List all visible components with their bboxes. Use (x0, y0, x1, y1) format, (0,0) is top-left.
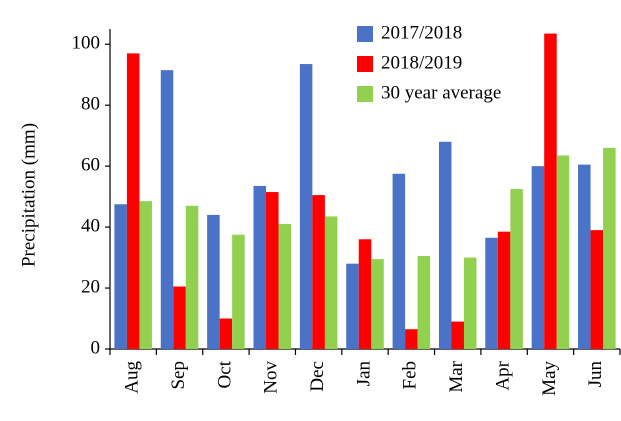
bar (531, 166, 545, 349)
x-tick-label: Mar (446, 360, 467, 392)
y-tick-label: 0 (91, 337, 101, 358)
bar (346, 263, 359, 349)
bar (590, 230, 604, 349)
y-tick-label: 40 (81, 215, 100, 236)
bar (207, 214, 220, 349)
bar (556, 155, 570, 349)
bar (497, 231, 511, 349)
x-tick-label: Aug (122, 361, 143, 394)
legend-label: 30 year average (381, 82, 501, 103)
x-tick-label: Sep (168, 361, 189, 390)
bar (324, 216, 338, 349)
x-tick-label: Apr (492, 360, 513, 390)
bar (126, 53, 140, 349)
x-tick-label: Jan (353, 361, 374, 387)
y-tick-label: 100 (72, 33, 101, 54)
bar (463, 257, 477, 349)
x-tick-label: Dec (307, 361, 328, 392)
x-tick-label: Oct (214, 360, 235, 388)
bar (114, 204, 127, 349)
legend-swatch (357, 26, 373, 42)
bar (417, 256, 431, 349)
bar (358, 239, 372, 349)
bar (173, 286, 186, 349)
legend-label: 2018/2019 (381, 52, 462, 73)
bar (232, 234, 245, 349)
bar (253, 185, 267, 349)
x-tick-label: Jun (585, 361, 606, 388)
bar (299, 64, 313, 350)
y-tick-label: 60 (81, 155, 100, 176)
bar (438, 141, 452, 349)
bar (160, 70, 174, 350)
bar (451, 321, 464, 349)
bar (392, 173, 406, 349)
bar (266, 192, 279, 349)
x-tick-label: May (539, 361, 560, 396)
x-tick-label: Nov (261, 361, 282, 394)
bar (312, 195, 325, 349)
bar (510, 189, 523, 349)
legend-swatch (357, 56, 373, 72)
bar (603, 147, 616, 349)
x-tick-label: Feb (400, 361, 421, 390)
bar (578, 164, 591, 349)
bar (544, 33, 557, 349)
bar (219, 318, 233, 349)
bar (139, 201, 152, 349)
bar (278, 224, 292, 349)
y-tick-label: 80 (81, 94, 100, 115)
y-tick-label: 20 (81, 276, 100, 297)
legend-label: 2017/2018 (381, 22, 462, 43)
bar (485, 237, 498, 349)
y-axis-label: Precipitation (mm) (18, 123, 39, 267)
bar (405, 329, 418, 349)
bar (185, 205, 199, 349)
legend-swatch (357, 86, 373, 102)
bar (371, 259, 384, 349)
